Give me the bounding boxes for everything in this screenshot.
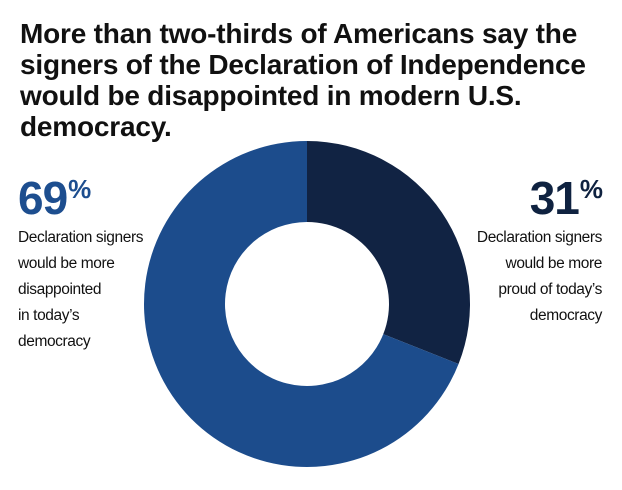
- description-line: proud of today’s: [498, 281, 602, 298]
- slice-proud: [307, 141, 470, 365]
- callout-proud: 31% Declaration signers would be more pr…: [432, 166, 603, 329]
- slice-disappointed: [143, 141, 459, 467]
- donut-slices: [143, 141, 470, 467]
- description-line: democracy: [18, 333, 91, 350]
- description-disappointed: Declaration signers would be more disapp…: [18, 225, 178, 355]
- description-line: would be more: [18, 255, 115, 272]
- description-line: Declaration signers: [18, 229, 144, 246]
- percent-sign: %: [68, 174, 91, 204]
- percent-sign: %: [579, 174, 603, 204]
- description-line: democracy: [529, 307, 603, 324]
- chart-title: More than two-thirds of Americans say th…: [20, 18, 586, 142]
- percent-value-disappointed: 69: [18, 172, 68, 224]
- description-line: would be more: [505, 255, 603, 272]
- description-line: disappointed: [18, 281, 102, 298]
- percent-value-proud: 31: [529, 172, 580, 224]
- data-label-disappointed: 69%: [18, 166, 178, 221]
- description-line: Declaration signers: [476, 229, 602, 246]
- data-label-proud: 31%: [432, 166, 603, 224]
- description-proud: Declaration signers would be more proud …: [432, 225, 602, 329]
- description-line: in today’s: [18, 307, 80, 324]
- callout-disappointed: 69% Declaration signers would be more di…: [18, 166, 178, 355]
